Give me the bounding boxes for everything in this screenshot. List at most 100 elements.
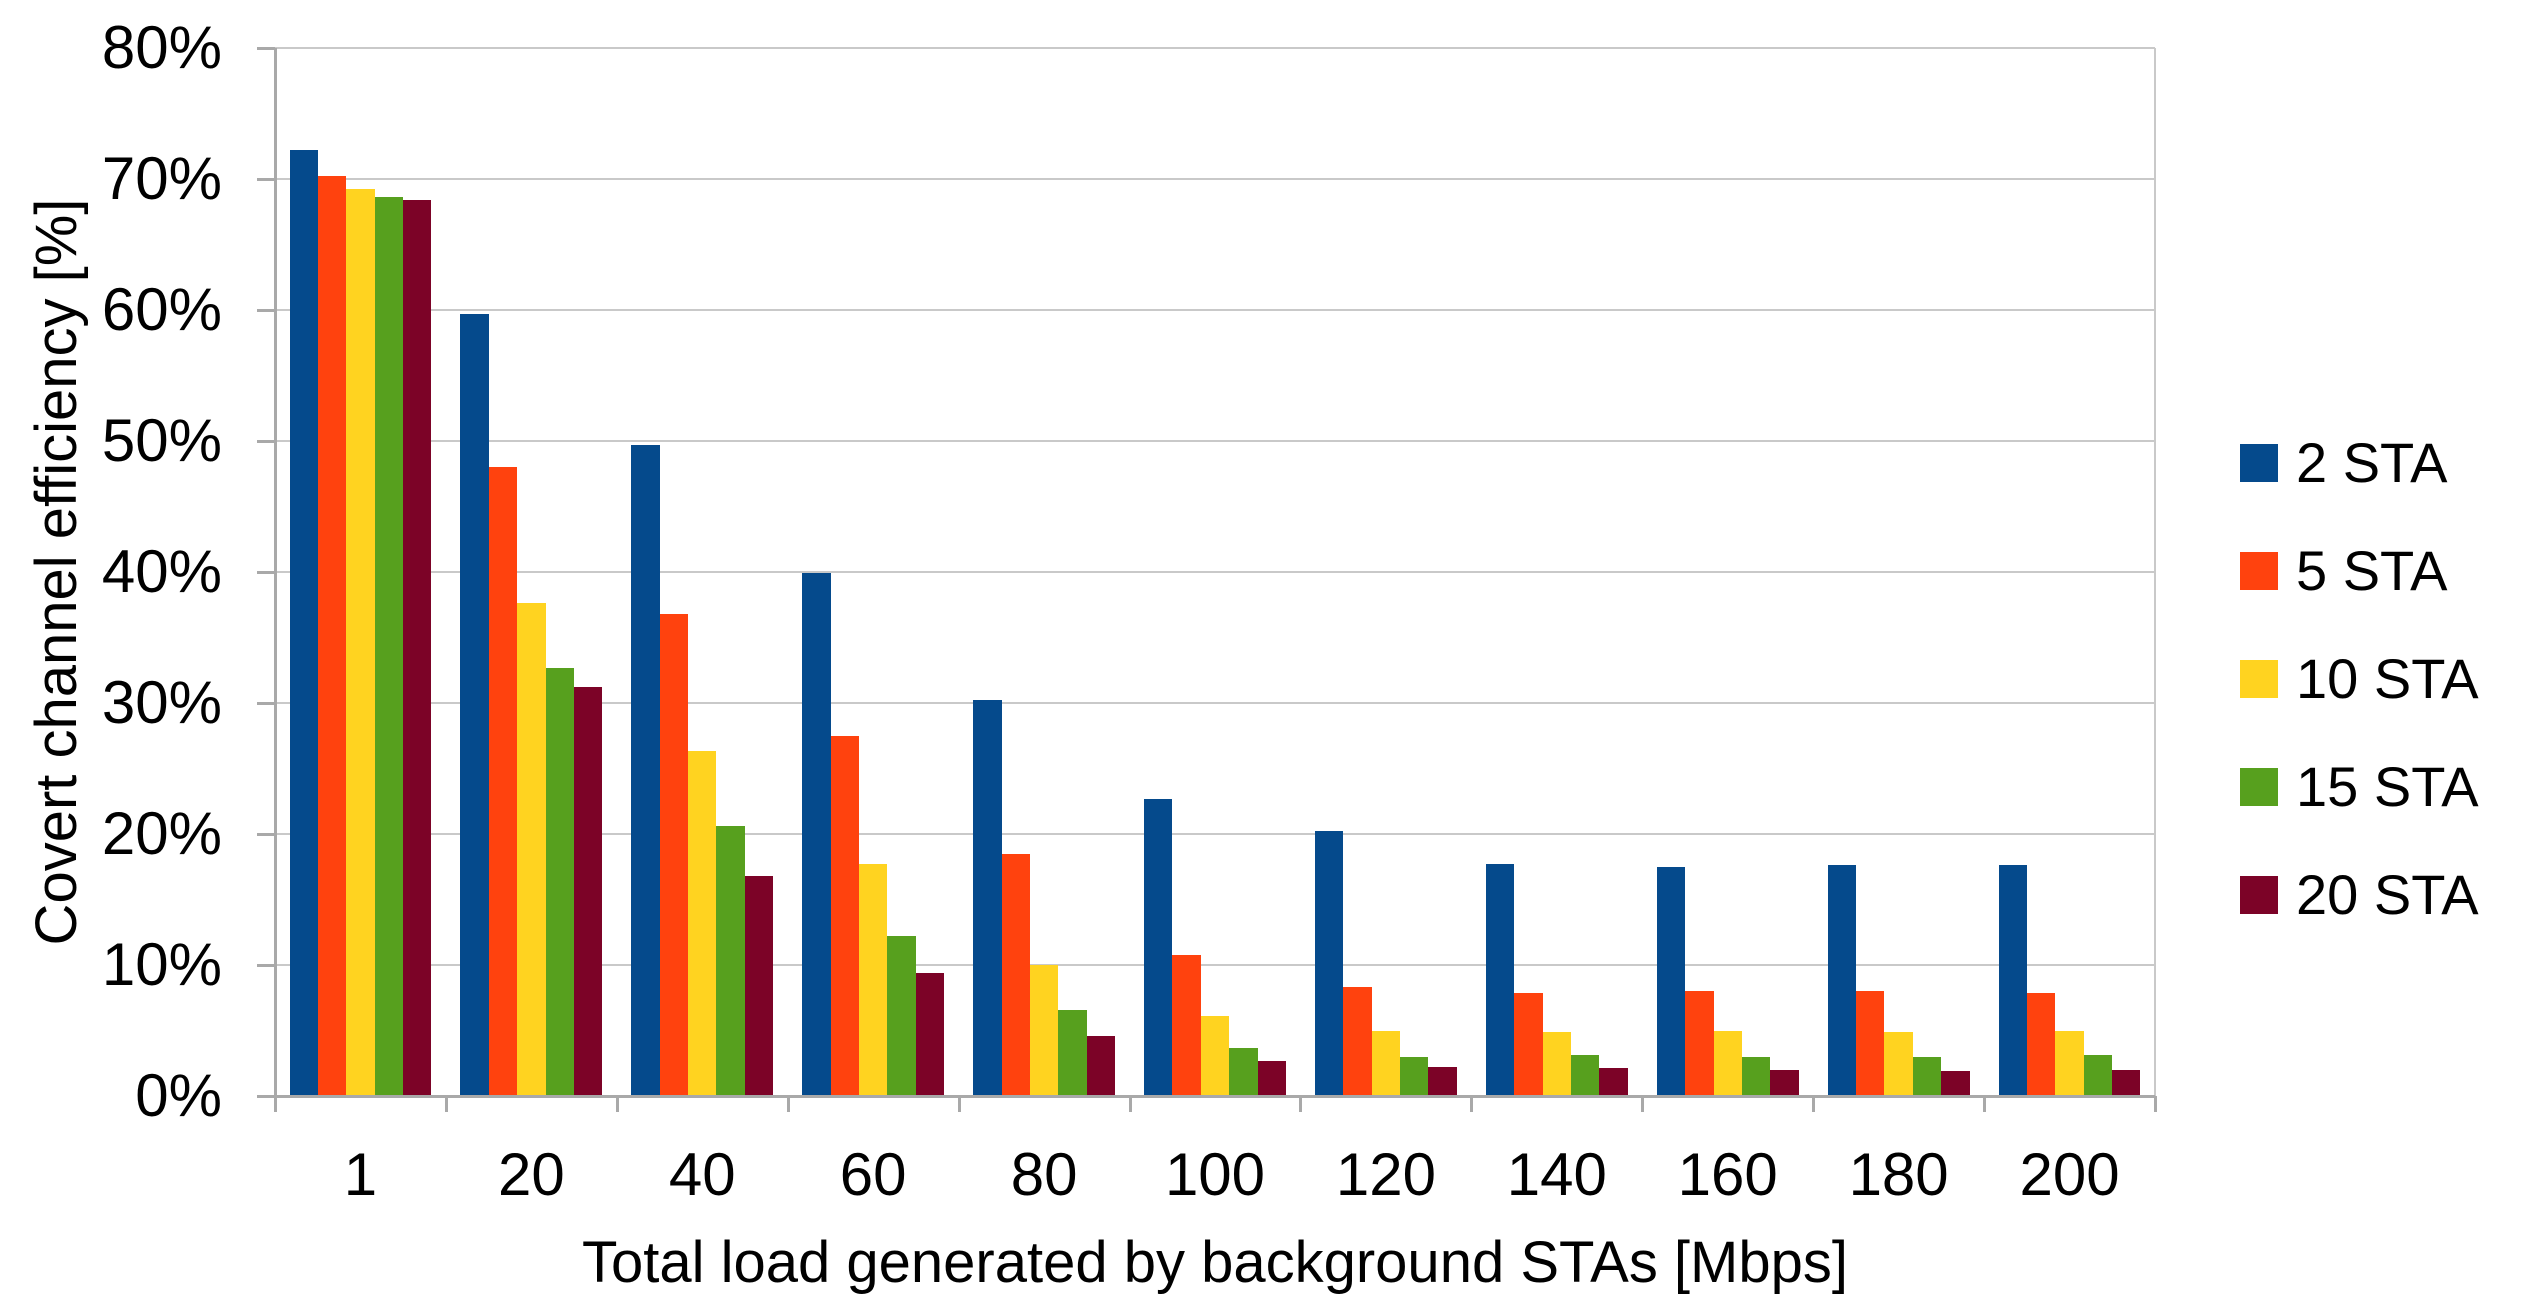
bar-5-sta-80 <box>1001 853 1030 1096</box>
x-tick-label-100: 100 <box>1164 1141 1266 1208</box>
bar-20-sta-180 <box>1941 1071 1970 1096</box>
legend-marker-icon <box>2240 768 2278 806</box>
gridline-20 <box>275 833 2155 835</box>
bar-2-sta-200 <box>1998 865 2027 1096</box>
x-tick-label-1: 1 <box>343 1141 378 1208</box>
bar-20-sta-20 <box>573 687 603 1096</box>
bar-10-sta-20 <box>517 603 546 1096</box>
bar-5-sta-1 <box>317 176 347 1096</box>
x-tick-3 <box>786 1096 790 1112</box>
legend-item-20-sta: 20 STA <box>2240 860 2479 930</box>
bar-2-sta-1 <box>289 150 318 1096</box>
x-tick-label-160: 160 <box>1677 1141 1778 1208</box>
gridline-80 <box>275 47 2155 49</box>
legend-marker-icon <box>2240 660 2278 698</box>
x-tick-label-200: 200 <box>2019 1141 2120 1208</box>
bar-15-sta-1 <box>374 197 403 1096</box>
legend-label: 2 STA <box>2296 431 2448 494</box>
legend-item-15-sta: 15 STA <box>2240 752 2479 822</box>
bar-2-sta-160 <box>1656 866 1686 1096</box>
bar-20-sta-40 <box>744 875 774 1096</box>
legend-label: 5 STA <box>2296 539 2448 602</box>
y-tick-label-20: 20% <box>101 800 222 867</box>
bar-15-sta-160 <box>1741 1056 1771 1096</box>
bar-20-sta-140 <box>1599 1068 1628 1096</box>
bar-10-sta-1 <box>346 189 375 1096</box>
y-tick-70 <box>257 178 275 181</box>
bar-20-sta-60 <box>915 972 945 1096</box>
legend-item-10-sta: 10 STA <box>2240 644 2479 714</box>
y-tick-60 <box>257 309 275 312</box>
bar-10-sta-160 <box>1713 1030 1742 1096</box>
bar-10-sta-200 <box>2055 1030 2084 1096</box>
bar-15-sta-200 <box>2083 1055 2113 1096</box>
bar-15-sta-80 <box>1058 1009 1087 1096</box>
x-tick-label-140: 140 <box>1506 1141 1607 1208</box>
bar-5-sta-60 <box>830 735 859 1096</box>
gridline-60 <box>275 309 2155 311</box>
bar-5-sta-200 <box>2026 992 2056 1096</box>
plot-right-border <box>2154 48 2156 1096</box>
bar-20-sta-120 <box>1428 1067 1457 1096</box>
bar-5-sta-160 <box>1685 991 1714 1096</box>
x-tick-label-120: 120 <box>1335 1141 1436 1208</box>
bar-10-sta-60 <box>858 864 888 1096</box>
x-tick-4 <box>957 1096 961 1112</box>
bar-2-sta-80 <box>973 700 1002 1096</box>
x-tick-0 <box>274 1096 277 1112</box>
y-tick-50 <box>257 440 275 443</box>
y-tick-label-70: 70% <box>101 145 222 212</box>
y-tick-label-10: 10% <box>101 931 222 998</box>
bar-10-sta-100 <box>1200 1016 1230 1096</box>
y-tick-label-0: 0% <box>135 1062 222 1129</box>
x-axis-line <box>257 1095 2155 1098</box>
bar-15-sta-120 <box>1400 1056 1429 1096</box>
bar-10-sta-180 <box>1884 1031 1913 1096</box>
x-tick-7 <box>1470 1096 1474 1112</box>
bar-2-sta-40 <box>631 444 660 1096</box>
bar-2-sta-120 <box>1314 831 1344 1096</box>
bar-2-sta-20 <box>460 313 489 1096</box>
x-tick-label-40: 40 <box>668 1141 736 1208</box>
y-tick-label-30: 30% <box>101 669 222 736</box>
legend-item-5-sta: 5 STA <box>2240 536 2479 606</box>
bar-15-sta-140 <box>1571 1055 1600 1096</box>
y-tick-label-80: 80% <box>101 14 222 81</box>
legend-marker-icon <box>2240 444 2278 482</box>
bar-20-sta-100 <box>1257 1060 1286 1096</box>
y-tick-20 <box>257 833 275 836</box>
bar-2-sta-180 <box>1827 865 1857 1096</box>
bar-10-sta-80 <box>1029 965 1059 1096</box>
legend-marker-icon <box>2240 552 2278 590</box>
x-tick-11 <box>2154 1096 2157 1112</box>
x-tick-8 <box>1641 1096 1645 1112</box>
bar-5-sta-100 <box>1172 954 1201 1096</box>
x-tick-9 <box>1812 1096 1816 1112</box>
bar-20-sta-200 <box>2112 1069 2141 1096</box>
bar-20-sta-80 <box>1086 1035 1115 1096</box>
bar-15-sta-100 <box>1229 1047 1258 1096</box>
bar-10-sta-120 <box>1371 1030 1401 1096</box>
bar-5-sta-40 <box>659 613 689 1096</box>
bar-15-sta-180 <box>1912 1056 1942 1096</box>
legend-item-2-sta: 2 STA <box>2240 428 2479 498</box>
x-tick-label-60: 60 <box>839 1141 907 1208</box>
bar-10-sta-140 <box>1542 1031 1571 1096</box>
y-tick-40 <box>257 571 275 574</box>
x-tick-10 <box>1983 1096 1987 1112</box>
y-tick-label-60: 60% <box>101 276 222 343</box>
bar-5-sta-20 <box>488 467 518 1096</box>
bar-2-sta-60 <box>802 573 831 1096</box>
gridline-10 <box>275 964 2155 966</box>
bar-15-sta-20 <box>545 667 574 1096</box>
legend: 2 STA 5 STA 10 STA 15 STA 20 STA <box>2240 428 2479 930</box>
x-axis-title: Total load generated by background STAs … <box>581 1230 1848 1295</box>
y-axis-title: Covert channel efficiency [%] <box>24 198 89 946</box>
bar-2-sta-100 <box>1144 798 1173 1096</box>
legend-label: 10 STA <box>2296 647 2479 710</box>
gridline-70 <box>275 178 2155 180</box>
y-tick-80 <box>257 47 275 50</box>
gridline-30 <box>275 702 2155 704</box>
y-tick-label-40: 40% <box>101 538 222 605</box>
x-tick-label-20: 20 <box>497 1141 565 1208</box>
